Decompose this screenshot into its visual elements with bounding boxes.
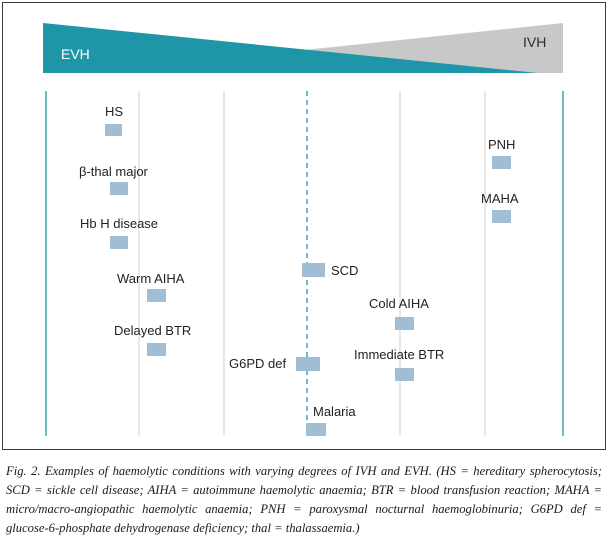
condition-label-ibtr: Immediate BTR: [354, 347, 445, 362]
condition-marker-waiha: [147, 289, 166, 302]
condition-label-maha: MAHA: [481, 191, 519, 206]
evh-wedge: [43, 23, 538, 73]
condition-marker-malaria: [306, 423, 326, 436]
condition-label-hbh: Hb H disease: [80, 216, 159, 231]
condition-label-scd: SCD: [331, 263, 359, 278]
condition-marker-caiha: [395, 317, 414, 330]
condition-marker-pnh: [492, 156, 511, 169]
condition-label-bthal: β-thal major: [79, 164, 148, 179]
condition-marker-g6pd: [296, 357, 320, 371]
condition-label-g6pd: G6PD def: [229, 356, 287, 371]
diagram-canvas: [43, 23, 564, 436]
condition-label-pnh: PNH: [488, 137, 516, 152]
condition-marker-hbh: [110, 236, 128, 249]
condition-label-dbtr: Delayed BTR: [114, 323, 192, 338]
condition-marker-maha: [492, 210, 511, 223]
figure-frame: EVH IVH HS β-thal major Hb H disease War…: [2, 2, 606, 450]
condition-label-waiha: Warm AIHA: [117, 271, 185, 286]
ivh-label: IVH: [523, 34, 547, 50]
figure-caption: Fig. 2. Examples of haemolytic condition…: [6, 464, 602, 535]
condition-marker-ibtr: [395, 368, 414, 381]
condition-marker-dbtr: [147, 343, 166, 356]
condition-label-malaria: Malaria: [313, 404, 356, 419]
condition-label-hs: HS: [105, 104, 124, 119]
condition-marker-bthal: [110, 182, 128, 195]
evh-label: EVH: [61, 46, 90, 62]
condition-marker-hs: [105, 124, 122, 136]
condition-marker-scd: [302, 263, 325, 277]
condition-label-caiha: Cold AIHA: [369, 296, 429, 311]
